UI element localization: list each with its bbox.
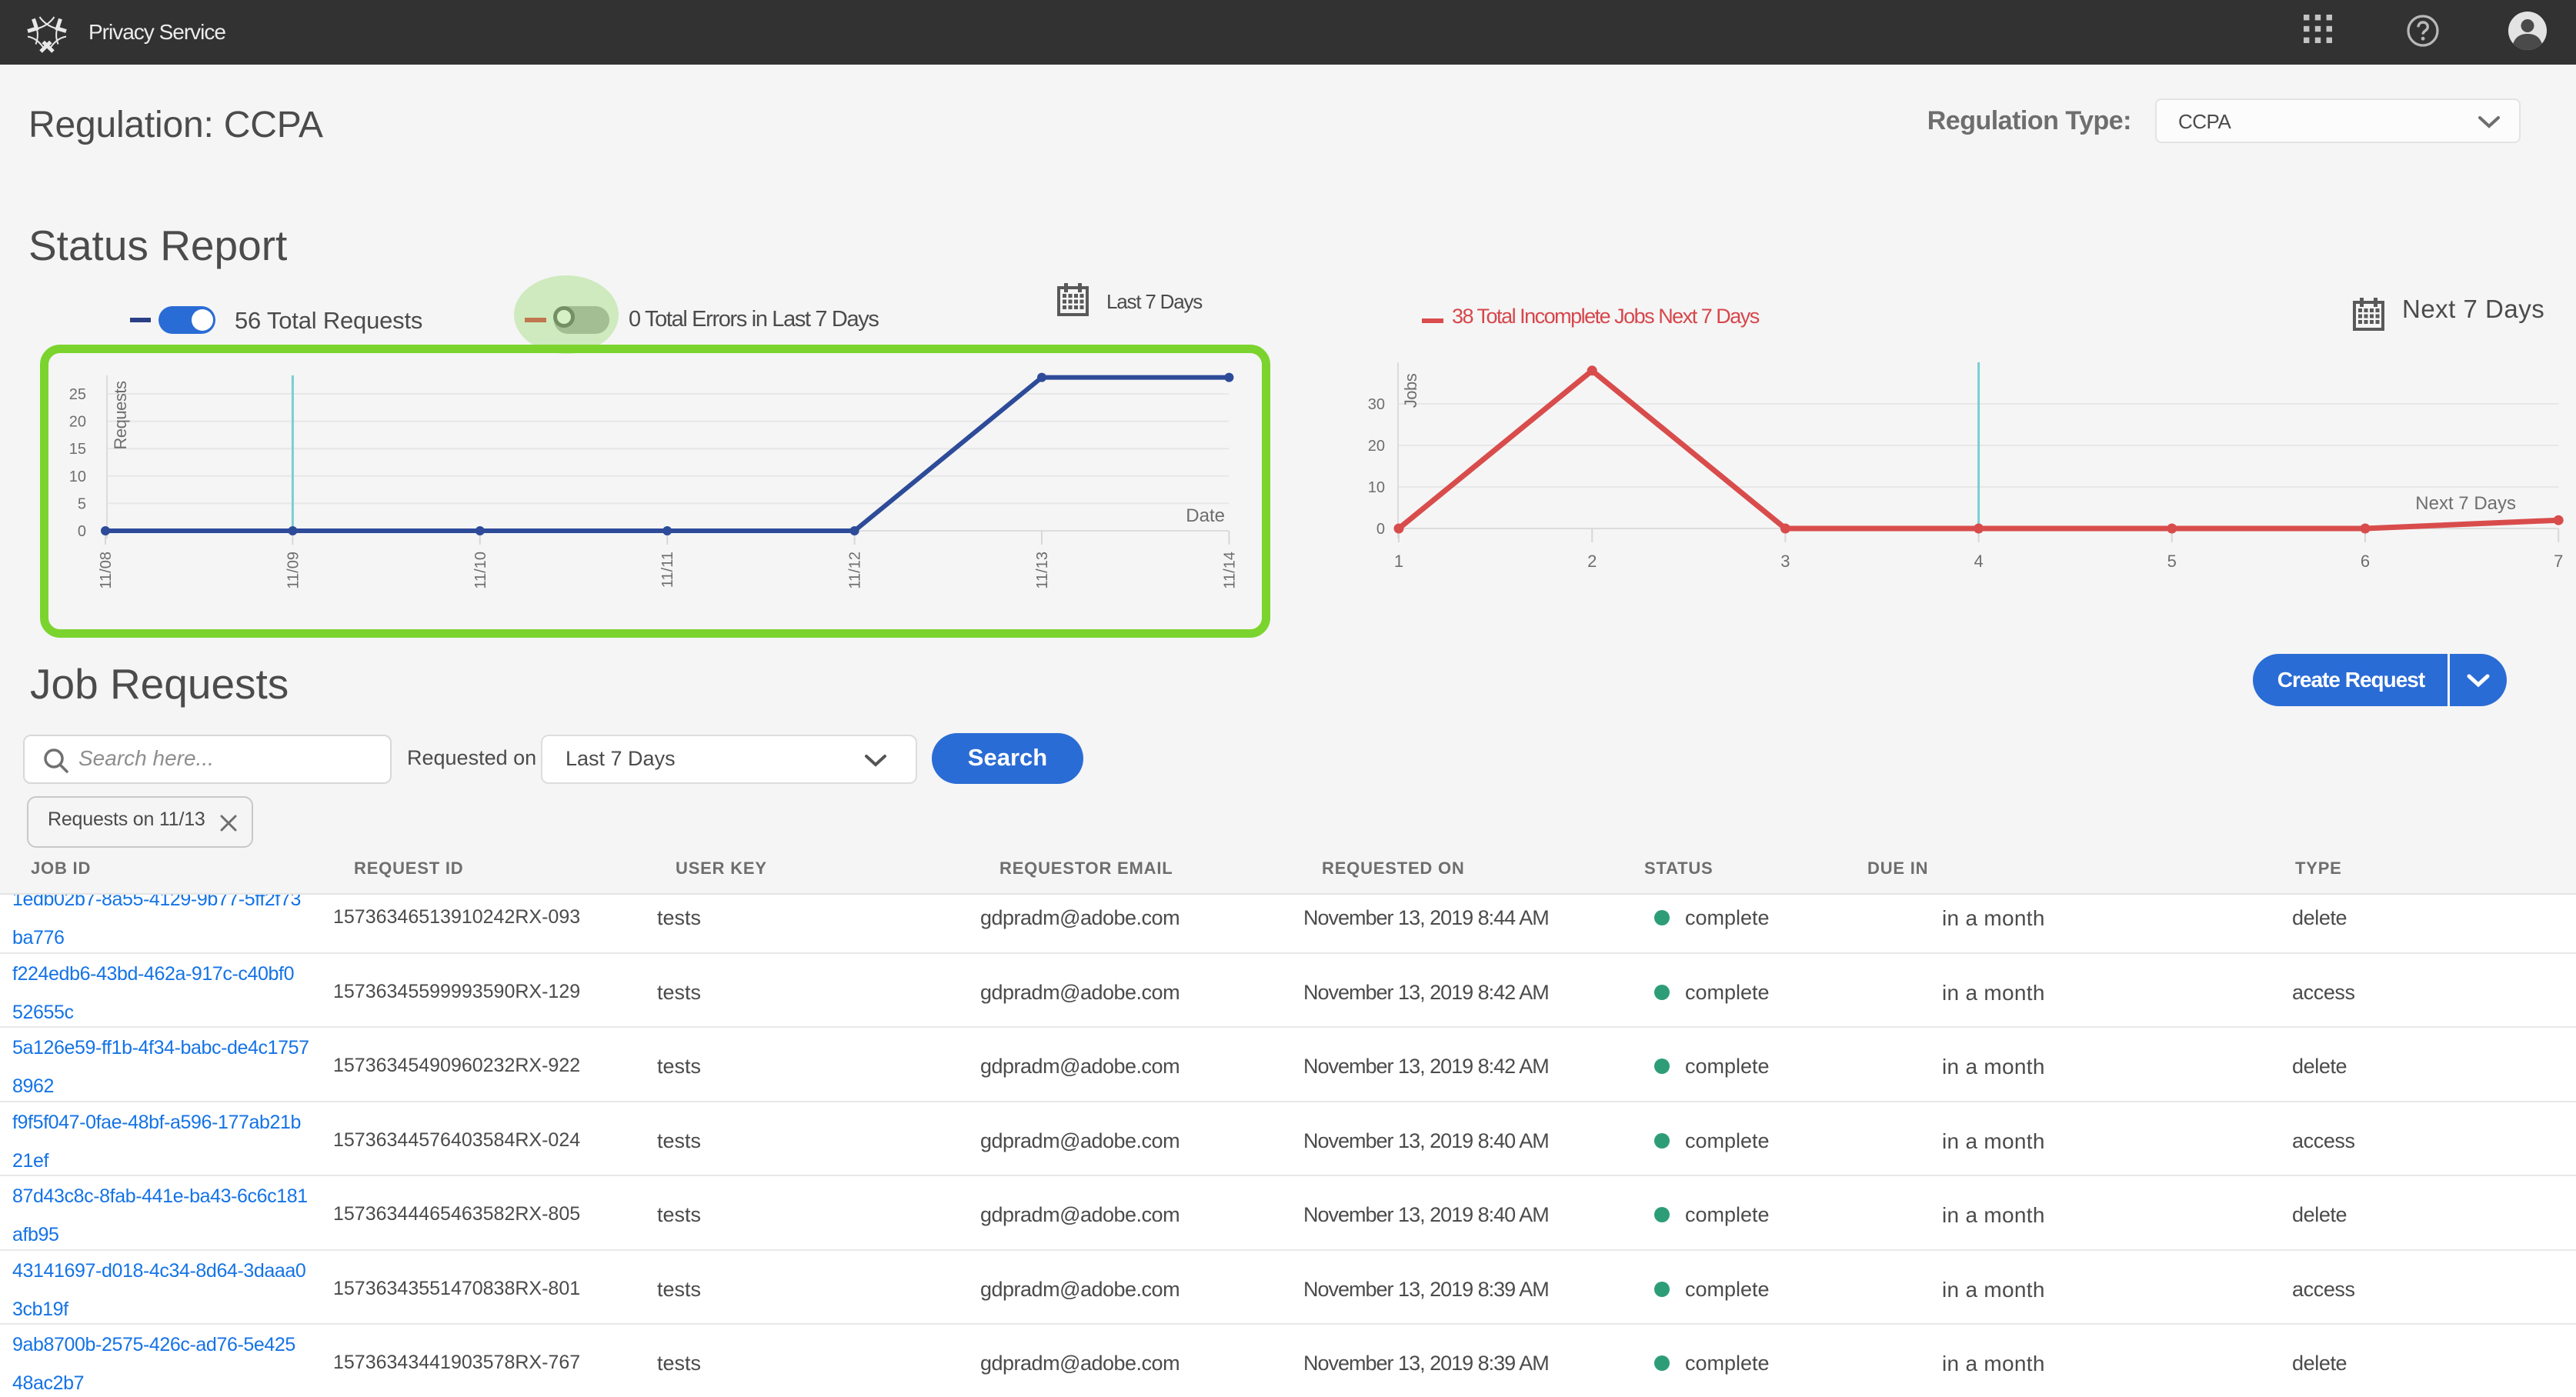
svg-text:25: 25 xyxy=(69,386,86,403)
svg-text:5: 5 xyxy=(78,495,86,512)
svg-text:Date: Date xyxy=(1186,505,1225,526)
svg-text:10: 10 xyxy=(69,468,86,485)
svg-text:20: 20 xyxy=(1368,438,1385,455)
svg-text:0: 0 xyxy=(1376,521,1385,538)
svg-text:11/10: 11/10 xyxy=(472,552,489,589)
svg-text:Requests: Requests xyxy=(111,381,130,449)
svg-text:7: 7 xyxy=(2554,552,2563,571)
svg-text:0: 0 xyxy=(78,523,86,540)
svg-text:5: 5 xyxy=(2167,552,2177,571)
svg-text:Jobs: Jobs xyxy=(1401,373,1420,408)
svg-text:20: 20 xyxy=(69,414,86,431)
svg-text:11/08: 11/08 xyxy=(98,552,115,589)
svg-text:11/12: 11/12 xyxy=(847,552,864,589)
svg-text:10: 10 xyxy=(1368,479,1385,496)
svg-text:15: 15 xyxy=(69,441,86,458)
svg-text:11/09: 11/09 xyxy=(285,552,302,589)
svg-text:30: 30 xyxy=(1368,396,1385,413)
svg-text:11/14: 11/14 xyxy=(1221,552,1238,589)
svg-text:4: 4 xyxy=(1974,552,1983,571)
svg-text:3: 3 xyxy=(1780,552,1790,571)
svg-text:1: 1 xyxy=(1394,552,1403,571)
svg-text:2: 2 xyxy=(1587,552,1597,571)
svg-text:11/11: 11/11 xyxy=(659,552,676,588)
svg-text:11/13: 11/13 xyxy=(1034,552,1051,589)
svg-text:Next 7 Days: Next 7 Days xyxy=(2415,493,2516,514)
svg-text:6: 6 xyxy=(2361,552,2370,571)
